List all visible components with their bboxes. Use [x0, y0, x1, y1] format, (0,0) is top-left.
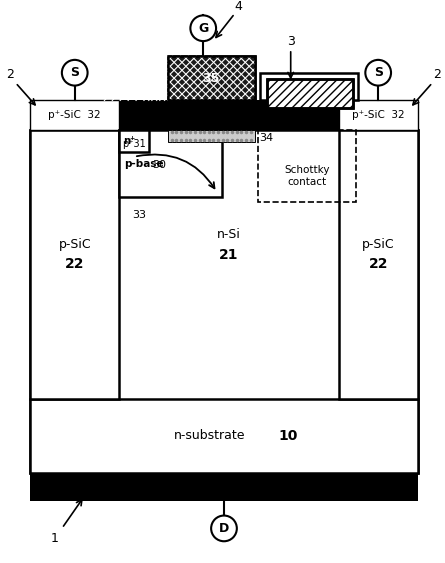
Bar: [30, 130, 119, 399]
Text: p-base: p-base: [124, 159, 164, 169]
Text: 22: 22: [65, 257, 85, 271]
Bar: [168, 56, 255, 100]
Bar: [30, 399, 418, 473]
Bar: [30, 473, 418, 501]
Text: S: S: [374, 66, 383, 79]
Circle shape: [62, 60, 88, 86]
Text: p⁺-SiC  32: p⁺-SiC 32: [352, 110, 405, 120]
Bar: [339, 100, 418, 130]
Bar: [339, 130, 418, 399]
Text: n-substrate: n-substrate: [174, 430, 245, 443]
Circle shape: [365, 60, 391, 86]
Text: 35: 35: [202, 72, 220, 84]
Bar: [267, 79, 353, 108]
Text: 2: 2: [433, 68, 441, 81]
Text: Schottky
contact: Schottky contact: [284, 165, 330, 187]
Bar: [168, 56, 255, 100]
Text: 21: 21: [219, 248, 239, 262]
Text: 34: 34: [259, 133, 274, 143]
Bar: [267, 79, 353, 108]
Text: 2: 2: [7, 68, 14, 81]
Text: 10: 10: [279, 429, 298, 443]
Bar: [30, 130, 418, 473]
Text: p⁺-SiC  32: p⁺-SiC 32: [49, 110, 101, 120]
Bar: [30, 100, 418, 130]
Text: p-SiC: p-SiC: [362, 238, 395, 251]
Bar: [30, 100, 119, 130]
Bar: [258, 130, 356, 202]
Bar: [259, 73, 358, 100]
Text: S: S: [70, 66, 79, 79]
Circle shape: [190, 15, 216, 41]
Text: n⁺: n⁺: [123, 136, 135, 146]
Text: D: D: [219, 522, 229, 535]
Text: 22: 22: [368, 257, 388, 271]
Text: p⁺31: p⁺31: [122, 139, 146, 149]
Text: p-SiC: p-SiC: [58, 238, 91, 251]
Bar: [119, 130, 222, 197]
Text: n-Si: n-Si: [217, 229, 241, 242]
Text: G: G: [198, 22, 208, 35]
Text: 3: 3: [287, 34, 295, 48]
Circle shape: [211, 516, 237, 541]
Bar: [168, 130, 255, 142]
Text: 1: 1: [51, 532, 59, 545]
Text: 30: 30: [152, 160, 166, 169]
Text: 33: 33: [132, 210, 146, 220]
Text: 4: 4: [235, 0, 243, 13]
Bar: [119, 130, 149, 152]
